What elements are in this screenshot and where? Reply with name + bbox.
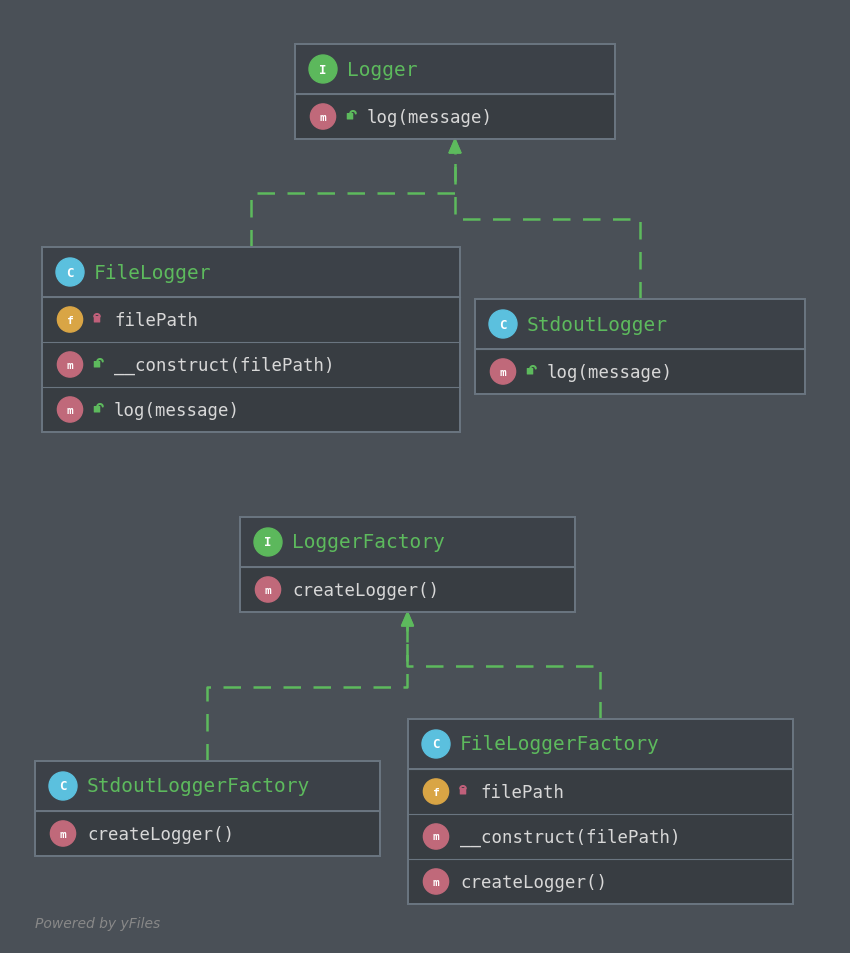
Text: createLogger(): createLogger() bbox=[292, 581, 439, 598]
Text: createLogger(): createLogger() bbox=[460, 873, 607, 890]
Text: m: m bbox=[66, 360, 73, 370]
Text: m: m bbox=[66, 405, 73, 416]
Text: m: m bbox=[264, 585, 271, 595]
FancyBboxPatch shape bbox=[475, 350, 805, 395]
Circle shape bbox=[254, 529, 282, 557]
FancyBboxPatch shape bbox=[94, 361, 100, 368]
FancyBboxPatch shape bbox=[408, 769, 793, 904]
FancyBboxPatch shape bbox=[240, 567, 575, 613]
Circle shape bbox=[310, 105, 336, 130]
FancyBboxPatch shape bbox=[94, 407, 100, 413]
Text: C: C bbox=[499, 318, 507, 331]
Text: I: I bbox=[264, 536, 272, 549]
FancyBboxPatch shape bbox=[347, 113, 354, 120]
FancyBboxPatch shape bbox=[295, 95, 615, 140]
Circle shape bbox=[49, 772, 77, 801]
Text: FileLoggerFactory: FileLoggerFactory bbox=[460, 735, 660, 754]
Text: Logger: Logger bbox=[347, 60, 417, 79]
Circle shape bbox=[423, 780, 449, 804]
Circle shape bbox=[489, 311, 517, 338]
Polygon shape bbox=[401, 613, 413, 626]
FancyBboxPatch shape bbox=[295, 45, 615, 95]
Text: log(message): log(message) bbox=[547, 363, 673, 381]
Circle shape bbox=[58, 353, 82, 377]
Circle shape bbox=[58, 397, 82, 423]
Text: C: C bbox=[66, 266, 74, 279]
Text: f: f bbox=[66, 315, 73, 325]
Polygon shape bbox=[401, 613, 413, 626]
Circle shape bbox=[423, 824, 449, 849]
Text: m: m bbox=[320, 112, 326, 122]
Polygon shape bbox=[449, 140, 461, 153]
Text: log(message): log(message) bbox=[367, 109, 493, 127]
FancyBboxPatch shape bbox=[475, 299, 805, 350]
FancyBboxPatch shape bbox=[42, 297, 460, 433]
Text: filePath: filePath bbox=[480, 782, 564, 801]
Text: I: I bbox=[320, 64, 326, 76]
Text: f: f bbox=[433, 786, 439, 797]
Text: StdoutLogger: StdoutLogger bbox=[527, 315, 668, 335]
Text: __construct(filePath): __construct(filePath) bbox=[460, 827, 681, 845]
Circle shape bbox=[423, 869, 449, 894]
Text: __construct(filePath): __construct(filePath) bbox=[114, 356, 335, 375]
FancyBboxPatch shape bbox=[408, 720, 793, 769]
Text: filePath: filePath bbox=[114, 312, 198, 329]
Text: m: m bbox=[60, 828, 66, 839]
Text: m: m bbox=[433, 832, 439, 841]
Text: LoggerFactory: LoggerFactory bbox=[292, 533, 445, 552]
Text: createLogger(): createLogger() bbox=[87, 824, 234, 842]
FancyBboxPatch shape bbox=[35, 811, 380, 856]
FancyBboxPatch shape bbox=[35, 761, 380, 811]
Text: C: C bbox=[60, 780, 67, 793]
Text: C: C bbox=[433, 738, 439, 751]
Text: log(message): log(message) bbox=[114, 401, 240, 419]
Circle shape bbox=[490, 359, 516, 385]
FancyBboxPatch shape bbox=[42, 248, 460, 297]
Circle shape bbox=[58, 308, 82, 333]
Text: StdoutLoggerFactory: StdoutLoggerFactory bbox=[87, 777, 310, 796]
Circle shape bbox=[56, 258, 84, 287]
Text: Powered by yFiles: Powered by yFiles bbox=[35, 916, 161, 930]
FancyBboxPatch shape bbox=[94, 316, 100, 323]
FancyBboxPatch shape bbox=[240, 517, 575, 567]
FancyBboxPatch shape bbox=[460, 788, 467, 795]
Circle shape bbox=[422, 730, 450, 759]
Text: FileLogger: FileLogger bbox=[94, 263, 212, 282]
Circle shape bbox=[50, 821, 76, 846]
FancyBboxPatch shape bbox=[527, 369, 533, 375]
Circle shape bbox=[255, 578, 280, 602]
Text: m: m bbox=[500, 367, 507, 377]
Circle shape bbox=[309, 56, 337, 84]
Text: m: m bbox=[433, 877, 439, 886]
Polygon shape bbox=[449, 140, 461, 153]
